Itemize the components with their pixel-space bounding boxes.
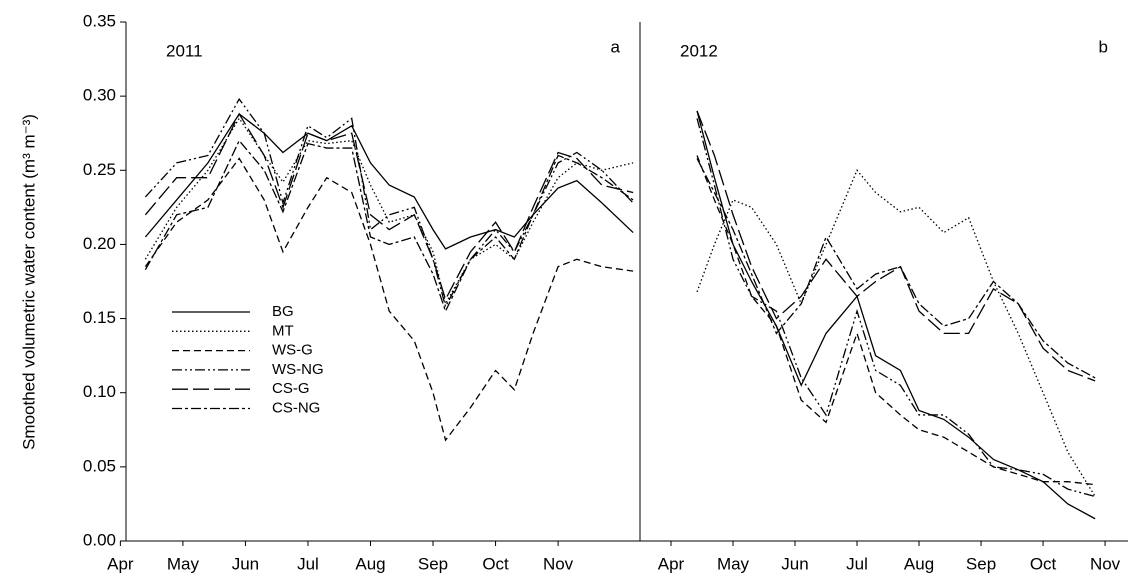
x-tick-label: Apr (658, 554, 685, 573)
annotation: 2011 (166, 41, 203, 60)
x-tick-label: Sep (966, 554, 996, 573)
legend-label: WS-NG (272, 361, 324, 378)
x-tick-label: Oct (482, 554, 509, 573)
y-tick-label: 0.05 (83, 456, 116, 475)
series-line (144, 117, 634, 306)
legend-label: CS-NG (272, 399, 320, 416)
panel-label: a (611, 37, 621, 56)
series-line (144, 112, 634, 301)
y-tick-label: 0.10 (83, 382, 116, 401)
x-tick-label: May (167, 554, 200, 573)
series-line (144, 112, 634, 250)
x-tick-label: Jun (781, 554, 808, 573)
annotation: 2012 (680, 41, 718, 60)
y-tick-label: 0.20 (83, 234, 116, 253)
y-tick-label: 0.35 (83, 11, 116, 30)
x-tick-label: May (717, 554, 750, 573)
series-line (696, 158, 1096, 379)
y-tick-label: 0.25 (83, 160, 116, 179)
series-line (144, 139, 634, 313)
x-tick-label: Oct (1030, 554, 1057, 573)
x-tick-label: Sep (418, 554, 448, 573)
series-line (696, 169, 1096, 497)
legend-label: BG (272, 303, 294, 320)
panel-label: b (1099, 37, 1108, 56)
x-tick-label: Nov (543, 554, 574, 573)
y-tick-label: 0.30 (83, 86, 116, 105)
x-tick-label: Jul (297, 554, 319, 573)
series-line (696, 155, 1096, 486)
x-tick-label: Jul (846, 554, 868, 573)
legend-label: WS-G (272, 342, 313, 359)
legend-label: CS-G (272, 380, 310, 397)
x-tick-label: Jun (232, 554, 259, 573)
series-line (144, 97, 634, 309)
x-tick-label: Aug (904, 554, 934, 573)
series-line (696, 110, 1096, 520)
series-line (696, 110, 1096, 382)
y-tick-label: 0.15 (83, 308, 116, 327)
x-tick-label: Aug (355, 554, 385, 573)
y-axis-label: Smoothed volumetric water content (m³ m⁻… (19, 114, 38, 450)
legend-label: MT (272, 322, 294, 339)
x-tick-label: Nov (1090, 554, 1121, 573)
x-tick-label: Apr (107, 554, 134, 573)
y-tick-label: 0.00 (83, 530, 116, 549)
series-line (144, 157, 634, 442)
series-line (696, 118, 1096, 498)
